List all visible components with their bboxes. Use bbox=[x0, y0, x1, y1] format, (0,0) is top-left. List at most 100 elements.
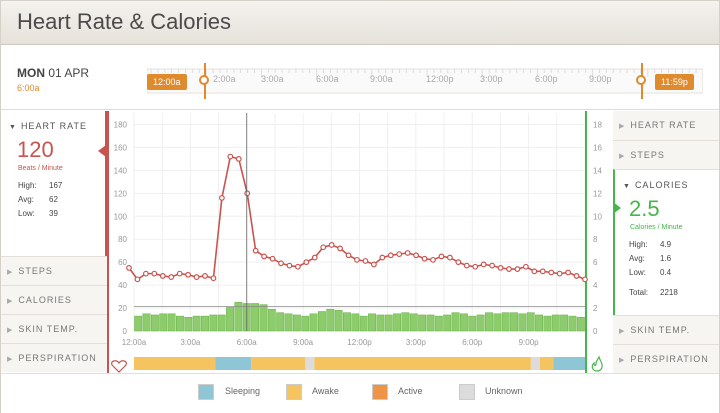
legend-label-unknown: Unknown bbox=[485, 386, 523, 396]
calorie-bar bbox=[351, 313, 360, 332]
cal-avg-value: 1.6 bbox=[660, 254, 672, 263]
caret-right-icon: ▶ bbox=[619, 357, 626, 364]
heart-rate-point bbox=[362, 258, 369, 264]
left-skin-temp-item[interactable]: ▶ SKIN TEMP. bbox=[1, 314, 107, 343]
calorie-bar bbox=[426, 314, 435, 332]
right-heart-rate-item[interactable]: ▶ HEART RATE bbox=[613, 111, 719, 140]
heart-rate-point bbox=[252, 247, 259, 254]
end-handle-knob[interactable] bbox=[636, 75, 646, 85]
caret-down-icon: ▼ bbox=[623, 183, 631, 190]
y-right-tick-label: 10 bbox=[593, 212, 602, 221]
cal-avg-label: Avg: bbox=[629, 254, 645, 263]
calorie-bar bbox=[543, 315, 552, 332]
heart-rate-point bbox=[159, 273, 166, 279]
end-time-handle[interactable]: 11:59p bbox=[655, 74, 694, 90]
heart-rate-point bbox=[185, 271, 192, 278]
right-perspiration-label: PERSPIRATION bbox=[630, 354, 709, 364]
timeline-tick-label: 2:00a bbox=[213, 74, 236, 84]
heart-rate-point bbox=[261, 253, 268, 260]
left-perspiration-label: PERSPIRATION bbox=[18, 353, 97, 363]
heart-rate-point bbox=[269, 255, 276, 262]
calorie-bar bbox=[418, 314, 427, 332]
x-tick-label: 3:00a bbox=[180, 338, 201, 347]
heart-rate-card[interactable]: ▼ HEART RATE 120 Beats / Minute High: 167… bbox=[1, 111, 107, 256]
legend-label-awake: Awake bbox=[312, 386, 339, 396]
start-time-handle[interactable]: 12:00a bbox=[147, 74, 187, 90]
timeline-tick-label: 12:00p bbox=[426, 74, 454, 84]
heart-rate-point bbox=[345, 252, 352, 259]
heart-rate-point bbox=[337, 245, 344, 252]
caret-right-icon: ▶ bbox=[619, 153, 626, 160]
calorie-bar bbox=[510, 312, 518, 332]
caret-right-icon: ▶ bbox=[7, 327, 14, 334]
calorie-bar bbox=[359, 315, 368, 332]
calorie-bar bbox=[326, 308, 335, 332]
heart-rate-header[interactable]: ▼ HEART RATE bbox=[1, 121, 87, 131]
calorie-bar bbox=[568, 315, 577, 332]
heart-rate-calories-chart[interactable]: 0 20 40 60 80 100 120 140 160 180 0 2 4 6 8 10 12 14 16 18 1… bbox=[107, 111, 613, 373]
title-bar: Heart Rate & Calories bbox=[1, 1, 719, 45]
legend-label-active: Active bbox=[398, 386, 423, 396]
calories-header[interactable]: ▼ CALORIES bbox=[615, 180, 688, 190]
caret-right-icon: ▶ bbox=[7, 356, 14, 363]
left-perspiration-item[interactable]: ▶ PERSPIRATION bbox=[1, 343, 107, 372]
right-metrics-panel: ▶ HEART RATE ▶ STEPS ▼ CALORIES 2.5 Calorie… bbox=[613, 111, 719, 373]
activity-segment bbox=[215, 357, 252, 370]
heart-rate-point bbox=[244, 190, 251, 197]
legend-swatch-unknown bbox=[459, 384, 475, 400]
cal-low-label: Low: bbox=[629, 268, 646, 277]
y-left-tick-label: 140 bbox=[114, 166, 128, 175]
caret-right-icon: ▶ bbox=[619, 328, 626, 335]
heart-rate-point bbox=[218, 195, 225, 201]
y-left-tick-label: 160 bbox=[114, 143, 128, 152]
activity-segment bbox=[314, 357, 531, 370]
timeline-tick-label: 3:00a bbox=[261, 74, 284, 84]
heart-rate-point bbox=[286, 262, 293, 269]
right-heart-rate-label: HEART RATE bbox=[630, 120, 697, 130]
calorie-bar bbox=[451, 312, 460, 332]
timeline-scrubber[interactable]: 2:00a 3:00a 6:00a 9:00a 12:00p 3:00p 6:00p 9:00… bbox=[147, 63, 703, 99]
caret-down-icon: ▼ bbox=[9, 124, 17, 131]
heart-rate-point bbox=[438, 253, 445, 260]
calorie-bar bbox=[485, 312, 493, 332]
calories-title: CALORIES bbox=[634, 180, 689, 190]
heart-rate-point bbox=[506, 266, 512, 272]
left-skin-temp-label: SKIN TEMP. bbox=[18, 324, 79, 334]
active-pointer-icon bbox=[98, 145, 106, 157]
caret-right-icon: ▶ bbox=[619, 123, 626, 130]
chart-area[interactable]: 0 20 40 60 80 100 120 140 160 180 0 2 4 6 8 10 12 14 16 18 1… bbox=[107, 111, 613, 373]
y-left-tick-label: 120 bbox=[114, 189, 128, 198]
heart-rate-point bbox=[176, 270, 183, 277]
heart-rate-point bbox=[489, 262, 496, 269]
right-skin-temp-item[interactable]: ▶ SKIN TEMP. bbox=[613, 315, 719, 344]
left-calories-item[interactable]: ▶ CALORIES bbox=[1, 285, 107, 314]
calorie-bar bbox=[184, 316, 193, 332]
heart-rate-point bbox=[514, 266, 521, 272]
right-steps-item[interactable]: ▶ STEPS bbox=[613, 140, 719, 169]
hr-high-value: 167 bbox=[49, 181, 63, 190]
heart-rate-point bbox=[320, 244, 327, 251]
right-skin-temp-label: SKIN TEMP. bbox=[630, 325, 691, 335]
left-steps-item[interactable]: ▶ STEPS bbox=[1, 256, 107, 285]
heart-icon bbox=[111, 360, 127, 373]
right-perspiration-item[interactable]: ▶ PERSPIRATION bbox=[613, 344, 719, 373]
calories-card[interactable]: ▼ CALORIES 2.5 Calories / Minute High: 4.… bbox=[613, 169, 719, 315]
y-right-tick-label: 16 bbox=[593, 143, 602, 152]
timeline-tick-label: 9:00p bbox=[589, 74, 612, 84]
calorie-bar bbox=[401, 312, 410, 332]
calorie-bar bbox=[384, 314, 393, 332]
heart-rate-point bbox=[573, 273, 580, 279]
y-right-tick-label: 2 bbox=[593, 304, 598, 313]
calorie-bar bbox=[393, 313, 402, 332]
y-left-tick-label: 40 bbox=[118, 281, 127, 290]
calorie-bar bbox=[201, 315, 209, 332]
legend-swatch-awake bbox=[286, 384, 302, 400]
cal-low-value: 0.4 bbox=[660, 268, 672, 277]
start-handle-knob[interactable] bbox=[199, 75, 209, 85]
heart-rate-point bbox=[193, 274, 200, 280]
heart-rate-point bbox=[522, 263, 529, 270]
x-tick-label: 9:00a bbox=[293, 338, 314, 347]
page-title: Heart Rate & Calories bbox=[17, 9, 231, 34]
heart-rate-point bbox=[548, 269, 555, 276]
